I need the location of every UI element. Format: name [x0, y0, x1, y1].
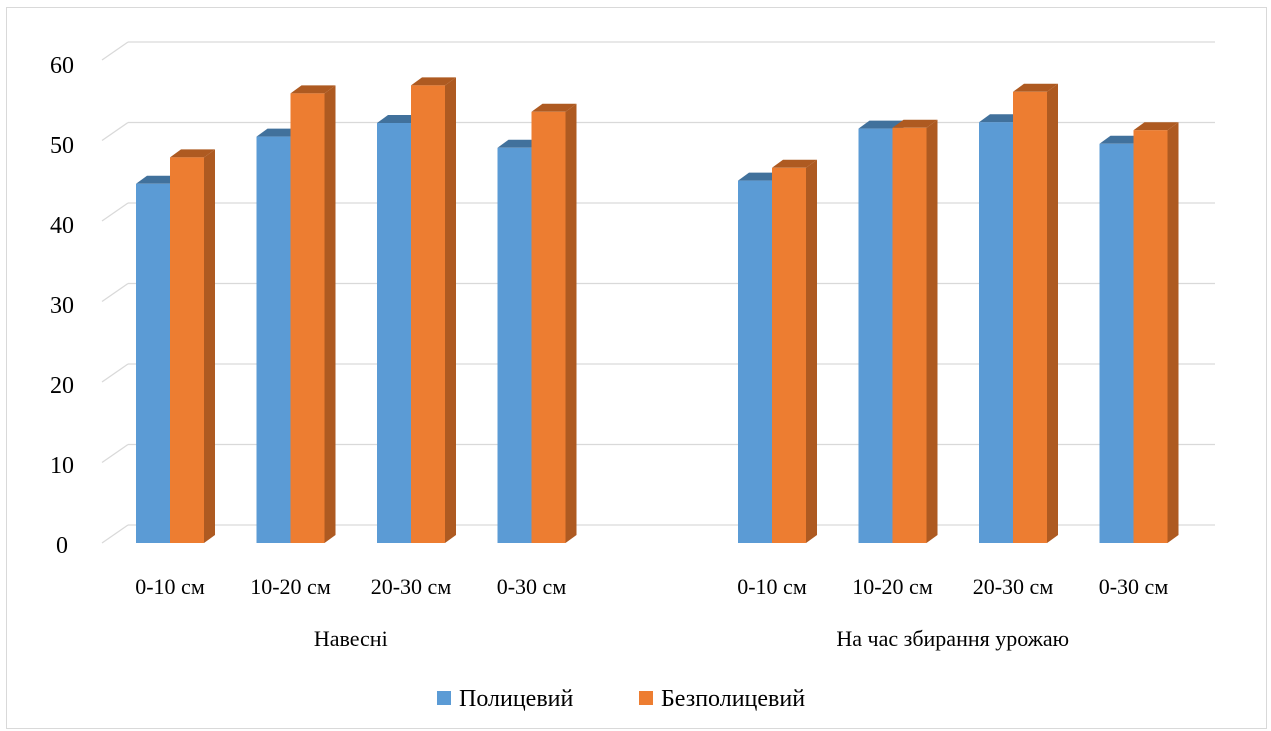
x-group-label: Навесні — [314, 626, 388, 651]
bar-bezpolytsevyi — [170, 157, 204, 543]
legend-swatch-polytsevyi — [437, 691, 451, 705]
bar-top-bezpolytsevyi — [1133, 122, 1179, 131]
bar-polytsevyi — [1099, 143, 1134, 544]
bar-bezpolytsevyi — [1133, 130, 1168, 543]
x-category-label: 10-20 см — [250, 574, 331, 599]
bar-side-bezpolytsevyi — [204, 149, 215, 543]
bar-top-bezpolytsevyi — [1013, 83, 1058, 92]
bar-top-bezpolytsevyi — [170, 149, 215, 158]
bar-bezpolytsevyi — [892, 127, 927, 544]
x-category-label: 0-10 см — [737, 574, 807, 599]
bar-bezpolytsevyi — [1013, 91, 1047, 544]
x-category-label: 20-30 см — [371, 574, 452, 599]
y-tick-label: 40 — [50, 213, 74, 239]
gridline-depth — [101, 363, 129, 383]
bar-side-bezpolytsevyi — [806, 159, 817, 544]
y-tick-label: 10 — [50, 453, 74, 479]
x-category-label: 0-30 см — [1099, 574, 1169, 599]
y-tick-label: 50 — [50, 133, 74, 159]
bar-bezpolytsevyi — [411, 85, 445, 544]
bar-top-polytsevyi — [377, 115, 422, 123]
bar-top-polytsevyi — [858, 120, 904, 129]
gridline-depth — [101, 41, 129, 61]
bar-side-bezpolytsevyi — [1167, 122, 1179, 543]
x-category-label: 0-30 см — [497, 574, 567, 599]
bar-top-polytsevyi — [256, 128, 302, 137]
bar-polytsevyi — [497, 147, 532, 544]
gridline-depth — [101, 202, 129, 222]
bar-side-bezpolytsevyi — [324, 85, 336, 544]
bar-bezpolytsevyi — [772, 167, 806, 544]
gridline-depth — [101, 524, 129, 544]
y-tick-label: 20 — [50, 373, 74, 399]
x-category-label: 0-10 см — [135, 574, 205, 599]
bar-top-bezpolytsevyi — [892, 119, 938, 128]
legend-swatch-bezpolytsevyi — [639, 691, 653, 705]
gridline-depth — [101, 443, 129, 464]
bar-top-bezpolytsevyi — [772, 159, 817, 168]
bar-top-polytsevyi — [497, 139, 543, 148]
gridline-depth — [101, 121, 129, 142]
x-group-label: На час збирання урожаю — [836, 626, 1069, 651]
x-category-label: 10-20 см — [852, 574, 933, 599]
bar-side-bezpolytsevyi — [1047, 83, 1058, 544]
bar-top-bezpolytsevyi — [411, 77, 456, 86]
bar-side-bezpolytsevyi — [926, 119, 938, 544]
bar-side-bezpolytsevyi — [445, 77, 456, 544]
bar-polytsevyi — [858, 128, 893, 543]
bar-polytsevyi — [136, 183, 170, 544]
bar-polytsevyi — [738, 180, 772, 543]
bar-top-polytsevyi — [979, 114, 1024, 123]
bar-polytsevyi — [256, 136, 291, 543]
y-tick-label: 60 — [50, 53, 74, 79]
legend-label: Безполицевий — [661, 686, 805, 712]
bar-top-bezpolytsevyi — [290, 85, 336, 94]
bar-polytsevyi — [377, 123, 411, 543]
bar-polytsevyi — [979, 122, 1013, 543]
gridline-depth — [101, 282, 129, 303]
y-tick-label: 30 — [50, 293, 74, 319]
bar-bezpolytsevyi — [531, 111, 566, 544]
bar-top-bezpolytsevyi — [531, 103, 577, 112]
bar-bezpolytsevyi — [290, 93, 325, 544]
bar-top-polytsevyi — [1099, 135, 1145, 144]
bar-top-polytsevyi — [136, 175, 181, 184]
legend-label: Полицевий — [459, 686, 574, 712]
x-category-label: 20-30 см — [973, 574, 1054, 599]
bar-top-polytsevyi — [738, 172, 783, 181]
bar-side-bezpolytsevyi — [565, 103, 577, 544]
y-tick-label: 0 — [56, 533, 68, 559]
